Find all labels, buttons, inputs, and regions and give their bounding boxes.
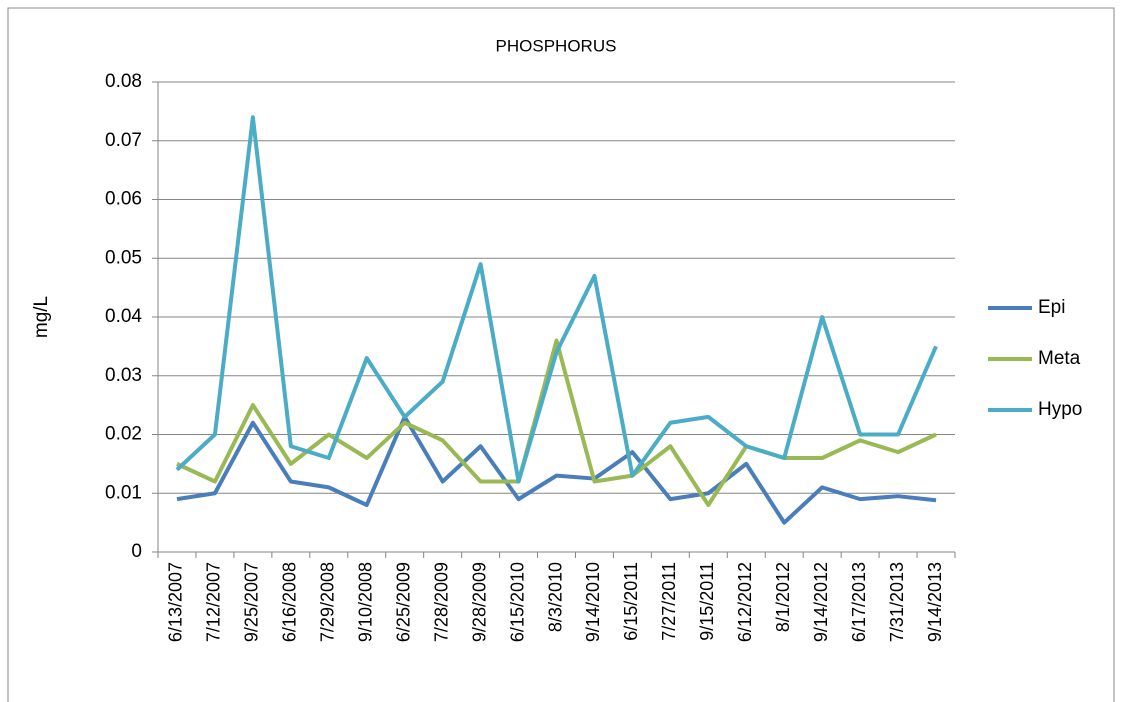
x-tick-label: 6/15/2010 [507,562,527,642]
x-tick-label: 9/14/2013 [925,562,945,642]
x-tick-label: 6/13/2007 [166,562,186,642]
y-tick-label: 0.07 [105,130,142,151]
x-tick-label: 6/16/2008 [280,562,300,642]
y-tick-label: 0.04 [105,306,142,327]
x-tick-label: 7/27/2011 [659,562,679,641]
y-tick-label: 0.05 [105,247,142,268]
x-tick-label: 9/28/2009 [469,562,489,642]
x-tick-label: 7/29/2008 [318,562,338,642]
x-tick-label: 9/10/2008 [355,562,375,642]
x-tick-label: 9/14/2010 [583,562,603,642]
y-axis-title: mg/L [31,296,52,338]
x-tick-label: 9/25/2007 [242,562,262,642]
x-tick-label: 7/28/2009 [431,562,451,642]
line-series [176,338,937,507]
x-tick-label: 9/15/2011 [697,562,717,641]
legend-label: Meta [1038,348,1081,369]
y-tick-label: 0.01 [105,482,142,503]
line-series [175,115,938,484]
x-tick-label: 7/31/2013 [887,562,907,642]
x-tick-label: 6/12/2012 [735,562,755,642]
x-tick-label: 9/14/2012 [811,562,831,642]
x-tick-label: 7/12/2007 [204,562,224,642]
line-series [176,414,937,525]
y-tick-label: 0.08 [105,71,142,92]
x-tick-label: 8/3/2010 [545,562,565,632]
chart-title: PHOSPHORUS [496,36,617,55]
y-tick-label: 0.02 [105,424,142,445]
y-tick-label: 0.06 [105,189,142,210]
legend-label: Epi [1038,297,1065,318]
y-tick-label: 0.03 [105,365,142,386]
x-tick-label: 6/25/2009 [393,562,413,642]
legend-label: Hypo [1038,399,1082,420]
y-tick-label: 0 [131,541,142,562]
x-tick-label: 6/17/2013 [849,562,869,642]
x-tick-label: 6/15/2011 [621,562,641,641]
x-tick-label: 8/1/2012 [773,562,793,632]
